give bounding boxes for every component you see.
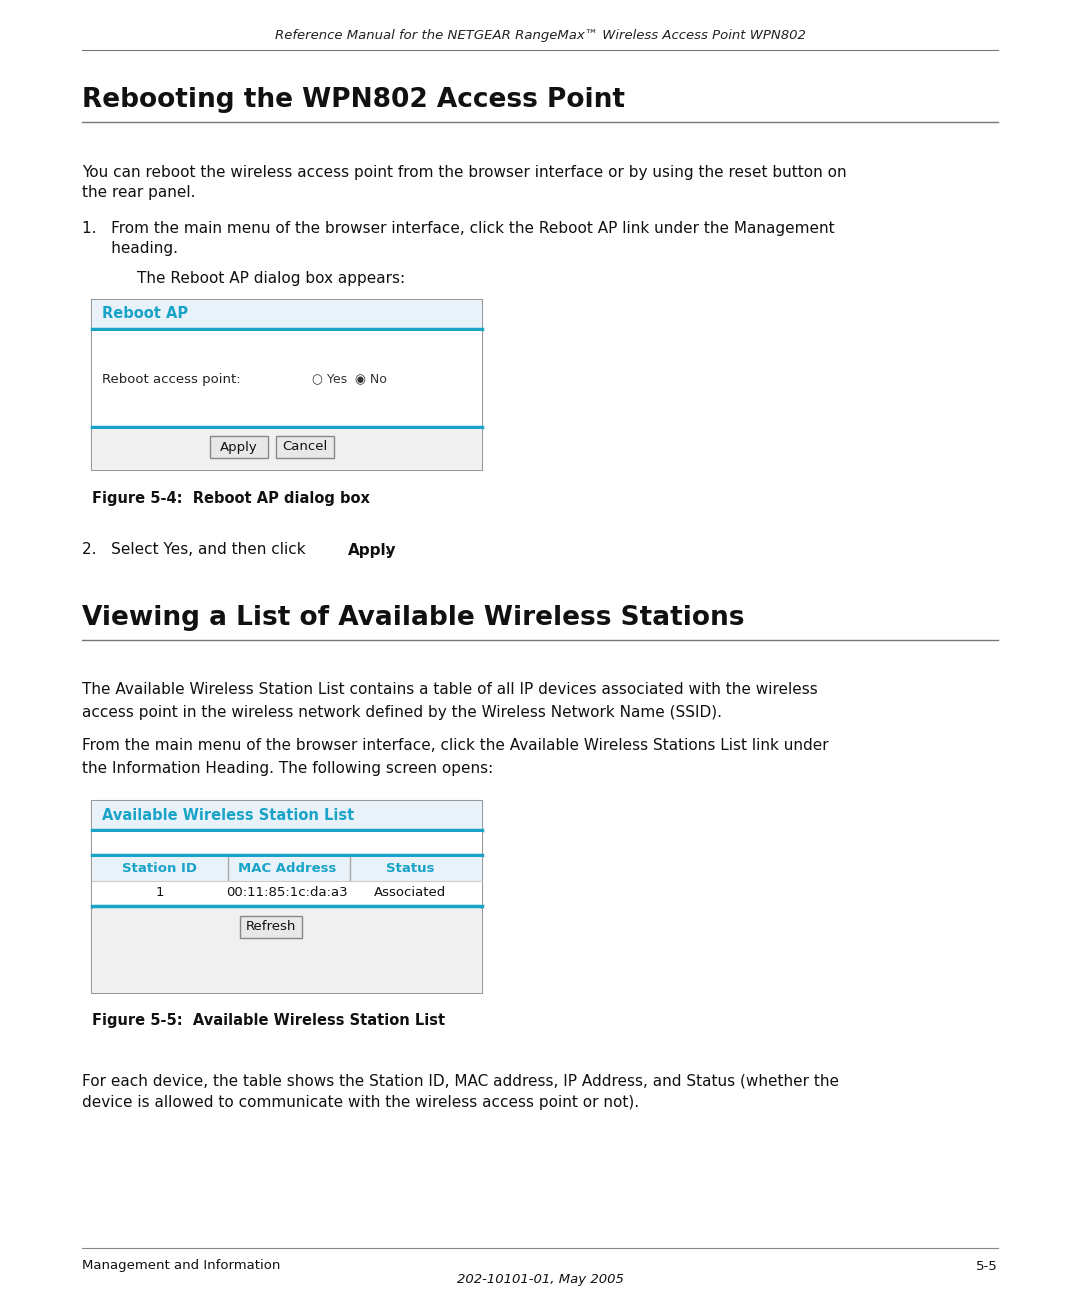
Text: Refresh: Refresh [246, 920, 296, 933]
Bar [92, 299, 482, 328]
Text: Available Wireless Station List: Available Wireless Station List [102, 807, 354, 823]
Bar [92, 908, 482, 993]
Text: heading.: heading. [82, 241, 178, 257]
Bar [92, 801, 482, 829]
Text: Figure 5-5:  Available Wireless Station List: Figure 5-5: Available Wireless Station L… [92, 1013, 445, 1029]
Bar [210, 435, 268, 457]
Text: .: . [384, 543, 389, 557]
Bar [92, 857, 482, 881]
Text: Reboot access point:: Reboot access point: [102, 372, 241, 385]
Bar [92, 330, 482, 426]
Text: the rear panel.: the rear panel. [82, 185, 195, 201]
Bar [92, 832, 482, 854]
Text: Cancel: Cancel [282, 441, 327, 454]
Text: device is allowed to communicate with the wireless access point or not).: device is allowed to communicate with th… [82, 1095, 639, 1111]
Text: Management and Information: Management and Information [82, 1260, 281, 1273]
Text: access point in the wireless network defined by the Wireless Network Name (SSID): access point in the wireless network def… [82, 705, 723, 719]
Bar [92, 299, 482, 470]
Text: 00:11:85:1c:da:a3: 00:11:85:1c:da:a3 [226, 886, 348, 899]
Text: MAC Address: MAC Address [238, 863, 336, 876]
Text: 5-5: 5-5 [976, 1260, 998, 1273]
Text: 1: 1 [156, 886, 164, 899]
Text: ◉ No: ◉ No [355, 372, 387, 385]
Text: ○ Yes: ○ Yes [312, 372, 347, 385]
Text: Viewing a List of Available Wireless Stations: Viewing a List of Available Wireless Sta… [82, 605, 744, 631]
Bar [240, 916, 302, 938]
Text: You can reboot the wireless access point from the browser interface or by using : You can reboot the wireless access point… [82, 165, 847, 180]
Text: 202-10101-01, May 2005: 202-10101-01, May 2005 [457, 1274, 623, 1287]
Text: Reference Manual for the NETGEAR RangeMax™ Wireless Access Point WPN802: Reference Manual for the NETGEAR RangeMa… [274, 30, 806, 43]
Text: Apply: Apply [220, 441, 258, 454]
Text: Apply: Apply [348, 543, 396, 557]
Text: Reboot AP: Reboot AP [102, 306, 188, 321]
Text: From the main menu of the browser interface, click the Available Wireless Statio: From the main menu of the browser interf… [82, 739, 828, 753]
Bar [92, 801, 482, 993]
Text: 1.   From the main menu of the browser interface, click the Reboot AP link under: 1. From the main menu of the browser int… [82, 220, 835, 236]
Text: the Information Heading. The following screen opens:: the Information Heading. The following s… [82, 761, 494, 775]
Bar [276, 435, 334, 457]
Text: Station ID: Station ID [122, 863, 198, 876]
Text: The Reboot AP dialog box appears:: The Reboot AP dialog box appears: [137, 271, 405, 285]
Text: 2.   Select Yes, and then click: 2. Select Yes, and then click [82, 543, 311, 557]
Text: Associated: Associated [374, 886, 446, 899]
Bar [92, 881, 482, 905]
Text: Figure 5-4:  Reboot AP dialog box: Figure 5-4: Reboot AP dialog box [92, 490, 369, 505]
Text: Rebooting the WPN802 Access Point: Rebooting the WPN802 Access Point [82, 87, 625, 113]
Text: Status: Status [386, 863, 434, 876]
Text: For each device, the table shows the Station ID, MAC address, IP Address, and St: For each device, the table shows the Sta… [82, 1073, 839, 1089]
Text: The Available Wireless Station List contains a table of all IP devices associate: The Available Wireless Station List cont… [82, 683, 818, 697]
Bar [92, 429, 482, 470]
